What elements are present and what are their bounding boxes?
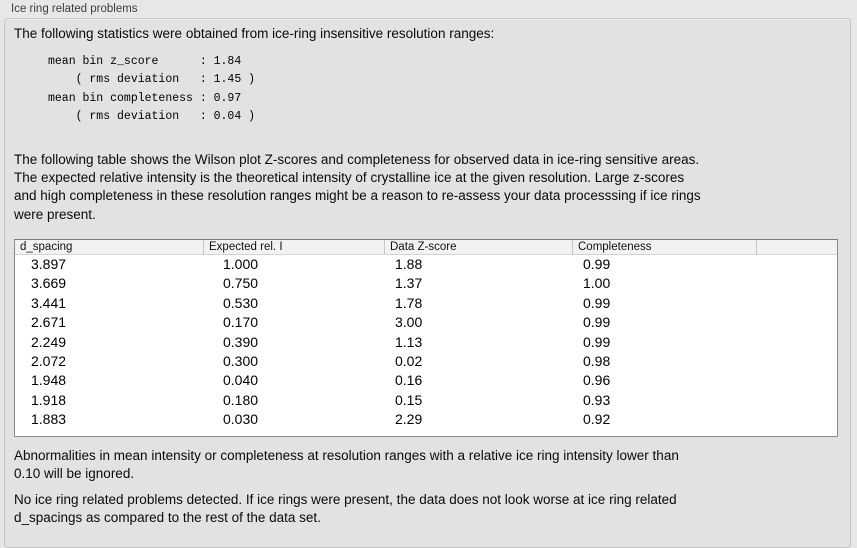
table-row[interactable]: 1.883 0.030 2.29 0.92 [15, 410, 837, 429]
table-cell: 0.750 [223, 275, 259, 292]
table-row[interactable]: 2.072 0.300 0.02 0.98 [15, 352, 837, 371]
table-row[interactable]: 3.669 0.750 1.37 1.00 [15, 274, 837, 293]
table-cell: 3.897 [31, 256, 67, 272]
table-cell: 0.390 [223, 333, 259, 350]
table-cell: 1.00 [583, 275, 611, 292]
table-cell: 1.13 [395, 333, 423, 350]
table-cell [756, 333, 837, 352]
table-cell: 0.99 [583, 333, 611, 350]
table-row[interactable]: 1.948 0.040 0.16 0.96 [15, 371, 837, 390]
table-cell: 0.15 [395, 391, 423, 408]
table-cell: 0.530 [223, 294, 259, 311]
table-cell: 0.02 [395, 352, 423, 369]
table-cell: 0.16 [395, 372, 423, 389]
table-cell [756, 410, 837, 429]
table-cell [756, 371, 837, 390]
table-cell: 1.948 [31, 372, 67, 389]
table-cell: 0.98 [583, 352, 611, 369]
table-cell: 0.99 [583, 314, 611, 331]
ice-ring-table: d_spacing Expected rel. I Data Z-score Comp… [14, 239, 838, 437]
table-row[interactable]: 2.249 0.390 1.13 0.99 [15, 333, 837, 352]
table-cell: 1.883 [31, 411, 67, 428]
column-header-blank[interactable] [756, 240, 837, 254]
table-cell: 0.92 [583, 411, 611, 428]
table-cell: 0.99 [583, 256, 611, 272]
table-cell: 0.99 [583, 294, 611, 311]
stats-block: mean bin z_score : 1.84 ( rms deviation … [48, 55, 256, 123]
table-cell: 2.29 [395, 411, 423, 428]
column-header-completeness[interactable]: Completeness [572, 240, 756, 254]
table-row[interactable]: 3.897 1.000 1.88 0.99 [15, 255, 837, 274]
table-cell: 3.00 [395, 314, 423, 331]
table-cell: 0.96 [583, 372, 611, 389]
table-cell: 1.000 [223, 256, 259, 272]
intro-paragraph: The following statistics were obtained f… [14, 26, 495, 41]
table-cell: 1.88 [395, 256, 423, 272]
table-cell [756, 274, 837, 293]
table-intro-paragraph: The following table shows the Wilson plo… [14, 152, 701, 222]
table-cell: 0.180 [223, 391, 259, 408]
table-row[interactable]: 1.918 0.180 0.15 0.93 [15, 391, 837, 410]
table-cell [756, 352, 837, 371]
table-cell: 1.918 [31, 391, 67, 408]
table-cell: 2.671 [31, 314, 67, 331]
panel-title: Ice ring related problems [11, 3, 138, 15]
table-cell: 2.249 [31, 333, 67, 350]
group-box: The following statistics were obtained f… [4, 18, 851, 548]
table-cell: 0.300 [223, 352, 259, 369]
table-cell: 3.669 [31, 275, 67, 292]
table-cell [756, 391, 837, 410]
table-cell: 1.78 [395, 294, 423, 311]
table-cell: 0.170 [223, 314, 259, 331]
table-cell: 0.93 [583, 391, 611, 408]
column-header-d-spacing[interactable]: d_spacing [20, 241, 73, 253]
table-cell: 1.37 [395, 275, 423, 292]
table-cell [756, 313, 837, 332]
table-row[interactable]: 3.441 0.530 1.78 0.99 [15, 294, 837, 313]
column-header-expected-rel-i[interactable]: Expected rel. I [203, 240, 384, 254]
ignore-threshold-note: Abnormalities in mean intensity or compl… [14, 448, 679, 481]
table-cell: 0.040 [223, 372, 259, 389]
conclusion-note: No ice ring related problems detected. I… [14, 492, 677, 525]
table-header-row: d_spacing Expected rel. I Data Z-score Comp… [15, 240, 837, 255]
column-header-data-z-score[interactable]: Data Z-score [384, 240, 572, 254]
ice-ring-report-panel: Ice ring related problems The following … [4, 3, 851, 548]
table-body: 3.897 1.000 1.88 0.99 3.669 0.750 1.37 1.00 3.44… [15, 255, 837, 430]
table-cell [756, 294, 837, 313]
table-cell: 3.441 [31, 294, 67, 311]
table-cell: 2.072 [31, 352, 67, 369]
table-row[interactable]: 2.671 0.170 3.00 0.99 [15, 313, 837, 332]
table-cell [756, 255, 837, 274]
table-cell: 0.030 [223, 411, 259, 428]
